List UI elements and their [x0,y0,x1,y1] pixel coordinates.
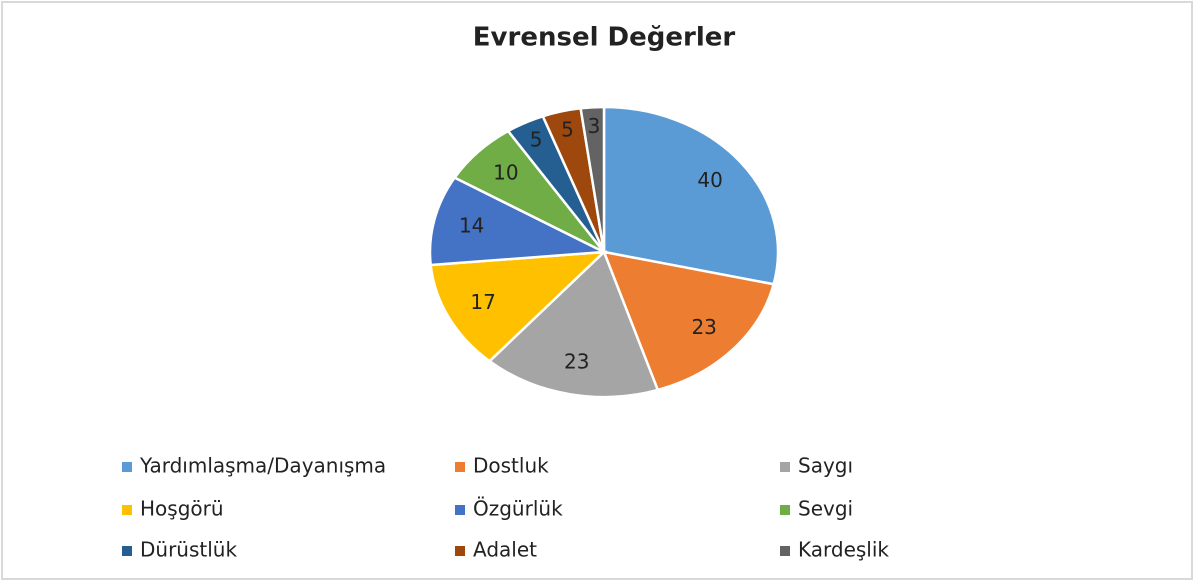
pie-slice [579,105,606,253]
pie-slice [602,250,776,392]
legend-swatch [780,505,790,515]
legend-label: Dostluk [473,454,549,478]
legend-label: Yardımlaşma/Dayanışma [139,454,386,478]
data-label: 5 [530,127,543,151]
legend-label: Hoşgörü [140,497,224,521]
legend-swatch [122,546,132,556]
legend-label: Sevgi [798,497,853,521]
legend-label: Özgürlük [473,497,563,521]
legend-label: Kardeşlik [798,538,889,562]
legend-swatch [780,462,790,472]
legend-swatch [455,505,465,515]
data-label: 3 [588,114,601,138]
data-label: 14 [459,213,484,237]
legend-swatch [455,546,465,556]
pie-slice [429,250,608,363]
legend-label: Adalet [473,538,537,562]
data-label: 23 [691,315,716,339]
legend-swatch [455,462,465,472]
legend-swatch [122,462,132,472]
data-label: 23 [564,349,589,373]
pie-slice [428,176,609,267]
legend-label: Dürüstlük [140,538,237,562]
chart-title: Evrensel Değerler [473,23,736,53]
legend-swatch [122,505,132,515]
legend-label: Saygı [798,454,853,478]
data-label: 10 [493,160,518,184]
legend-swatch [780,546,790,556]
data-label: 40 [697,168,722,192]
pie-slice [602,105,780,286]
pie-slice [487,249,660,399]
data-label: 5 [561,118,574,142]
data-label: 17 [470,290,495,314]
